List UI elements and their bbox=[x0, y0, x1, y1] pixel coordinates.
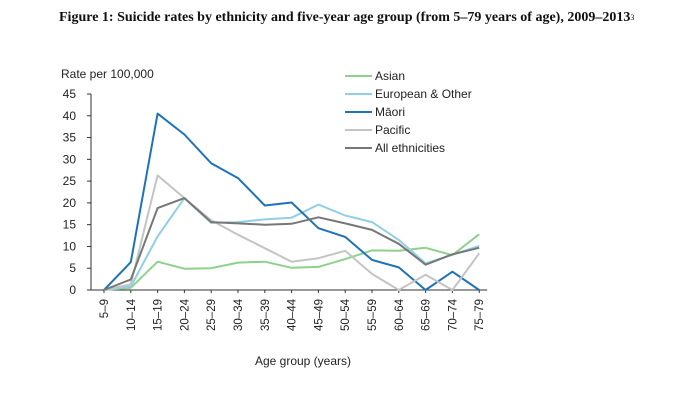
x-tick-label: 60–64 bbox=[394, 298, 406, 331]
x-tick-label: 65–69 bbox=[421, 299, 433, 331]
x-tick-label: 70–74 bbox=[447, 298, 459, 331]
x-tick-label: 45–49 bbox=[313, 299, 325, 331]
series-line-m-ori bbox=[103, 112, 480, 291]
x-tick-label: 10–14 bbox=[126, 298, 138, 331]
legend: Asian European & Other Māori Pacific All eth… bbox=[345, 69, 472, 155]
legend-label: All ethnicities bbox=[375, 141, 445, 155]
x-tick-label: 5–9 bbox=[99, 299, 111, 318]
legend-label: Asian bbox=[375, 69, 405, 83]
y-tick-label: 30 bbox=[63, 152, 77, 166]
figure-title-footnote: 3 bbox=[630, 13, 635, 22]
series-line-pacific bbox=[103, 174, 481, 291]
series-line-asian bbox=[103, 233, 480, 291]
axes: 0 5 10 15 20 25 30 35 40 45 5–9 10–14 15–19 20–24 25–2… bbox=[63, 87, 488, 331]
x-tick-label: 30–34 bbox=[233, 298, 245, 331]
legend-label: European & Other bbox=[375, 87, 472, 101]
y-tick-label: 35 bbox=[63, 131, 77, 145]
y-tick-label: 10 bbox=[63, 239, 77, 253]
x-tick-label: 50–54 bbox=[340, 298, 352, 331]
x-axis-label: Age group (years) bbox=[255, 354, 351, 368]
y-tick-label: 45 bbox=[63, 87, 77, 101]
legend-label: Pacific bbox=[375, 123, 410, 137]
x-tick-label: 55–59 bbox=[367, 299, 379, 331]
y-tick-label: 0 bbox=[69, 283, 76, 297]
y-tick-label: 25 bbox=[63, 174, 77, 188]
figure-title: Figure 1: Suicide rates by ethnicity and… bbox=[59, 8, 659, 28]
y-tick-label: 5 bbox=[69, 261, 76, 275]
x-tick-label: 35–39 bbox=[260, 299, 272, 331]
y-tick-label: 15 bbox=[63, 218, 77, 232]
legend-label: Māori bbox=[375, 105, 405, 119]
series-lines bbox=[103, 112, 481, 291]
series-line-european-other bbox=[103, 197, 480, 291]
y-tick-label: 40 bbox=[63, 109, 77, 123]
x-tick-label: 75–79 bbox=[474, 299, 486, 331]
figure-title-text: Figure 1: Suicide rates by ethnicity and… bbox=[59, 10, 631, 25]
x-tick-label: 20–24 bbox=[179, 298, 191, 331]
y-axis-label: Rate per 100,000 bbox=[61, 67, 154, 81]
x-tick-label: 15–19 bbox=[153, 299, 165, 331]
y-tick-label: 20 bbox=[63, 196, 77, 210]
x-tick-label: 40–44 bbox=[287, 298, 299, 331]
x-tick-label: 25–29 bbox=[206, 299, 218, 331]
series-line-all-ethnicities bbox=[103, 197, 480, 291]
